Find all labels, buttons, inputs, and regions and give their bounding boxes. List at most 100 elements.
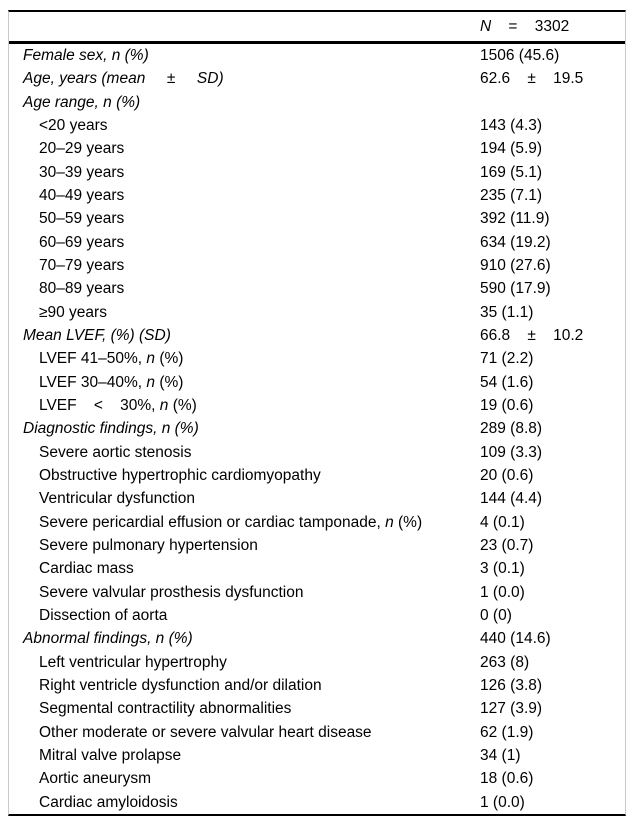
row-label: Severe aortic stenosis [9, 441, 480, 464]
table-row: <20 years 143 (4.3) [9, 114, 625, 137]
row-value: 34 (1) [480, 746, 521, 764]
patient-characteristics-table: N = 3302 Female sex, n (%) 1506 (45.6) A… [8, 10, 626, 816]
text-run: LVEF < 30%, [39, 396, 160, 414]
row-value: 143 (4.3) [480, 116, 543, 134]
row-label: Diagnostic findings, n (%) [9, 417, 480, 440]
table-row: Cardiac amyloidosis 1 (0.0) [9, 791, 625, 814]
text-run: (%) [155, 350, 184, 368]
row-value: 71 (2.2) [480, 350, 534, 368]
text-run: Segmental contractility abnormalities [39, 700, 292, 718]
text-run: Severe aortic stenosis [39, 443, 192, 461]
row-value: 20 (0.6) [480, 466, 534, 484]
text-run: 50–59 years [39, 210, 125, 228]
row-value: 23 (0.7) [480, 536, 534, 554]
row-value: 590 (17.9) [480, 280, 551, 298]
text-run: Age, years (mean ± SD) [23, 70, 224, 88]
row-value: 144 (4.4) [480, 490, 543, 508]
table-row: Severe pulmonary hypertension 23 (0.7) [9, 534, 625, 557]
table-row: Age range, n (%) [9, 91, 625, 114]
row-value: 392 (11.9) [480, 210, 550, 228]
row-label: Severe pericardial effusion or cardiac t… [9, 511, 480, 534]
row-label: Dissection of aorta [9, 604, 480, 627]
table-row: 60–69 years 634 (19.2) [9, 231, 625, 254]
text-run: n [146, 373, 156, 391]
row-value: 62 (1.9) [480, 723, 534, 741]
table-row: Left ventricular hypertrophy 263 (8) [9, 651, 625, 674]
text-run: Severe pericardial effusion or cardiac t… [39, 513, 386, 531]
text-run: Dissection of aorta [39, 606, 168, 624]
row-value: 35 (1.1) [480, 303, 534, 321]
row-label: LVEF 41–50%, n (%) [9, 347, 480, 370]
row-label: Mitral valve prolapse [9, 744, 480, 767]
row-label: ≥90 years [9, 301, 480, 324]
table-row: Age, years (mean ± SD) 62.6 ± 19.5 [9, 67, 625, 90]
row-value: 3 (0.1) [480, 560, 525, 578]
text-run: Female sex, n (%) [23, 47, 149, 64]
row-value: 109 (3.3) [480, 443, 543, 461]
table-row: 80–89 years 590 (17.9) [9, 277, 625, 300]
table-row: 40–49 years 235 (7.1) [9, 184, 625, 207]
row-value: 1 (0.0) [480, 793, 525, 811]
table-row: LVEF 41–50%, n (%) 71 (2.2) [9, 347, 625, 370]
row-label: Severe pulmonary hypertension [9, 534, 480, 557]
table-row: LVEF < 30%, n (%) 19 (0.6) [9, 394, 625, 417]
text-run: Cardiac amyloidosis [39, 793, 178, 811]
table-row: Cardiac mass 3 (0.1) [9, 557, 625, 580]
row-value: 910 (27.6) [480, 256, 551, 274]
header-n-value: N = 3302 [480, 18, 625, 36]
row-value: 1 (0.0) [480, 583, 525, 601]
text-run: (%) [168, 396, 197, 414]
row-value: 1506 (45.6) [480, 47, 560, 64]
text-run: Age range, n (%) [23, 93, 141, 111]
text-run: n [385, 513, 394, 531]
row-label: 30–39 years [9, 161, 480, 184]
text-run: (%) [155, 373, 184, 391]
table-row: LVEF 30–40%, n (%) 54 (1.6) [9, 371, 625, 394]
row-value: 235 (7.1) [480, 186, 543, 204]
row-label: LVEF < 30%, n (%) [9, 394, 480, 417]
row-value: 194 (5.9) [480, 140, 543, 158]
text-run: Severe valvular prosthesis dysfunction [39, 583, 304, 601]
text-run: ≥90 years [39, 303, 107, 321]
text-run: Diagnostic findings, n (%) [23, 420, 199, 438]
text-run: n [146, 350, 156, 368]
text-run: Cardiac mass [39, 560, 134, 578]
row-value: 289 (8.8) [480, 420, 543, 438]
text-run: 40–49 years [39, 186, 125, 204]
table-row: Other moderate or severe valvular heart … [9, 721, 625, 744]
text-run: 80–89 years [39, 280, 125, 298]
row-value: 54 (1.6) [480, 373, 534, 391]
row-label: Right ventricle dysfunction and/or dilat… [9, 674, 480, 697]
text-run: (%) [393, 513, 423, 531]
row-value: 169 (5.1) [480, 163, 543, 181]
row-value: 127 (3.9) [480, 700, 543, 718]
table-row: Dissection of aorta 0 (0) [9, 604, 625, 627]
row-label: <20 years [9, 114, 480, 137]
text-run: Left ventricular hypertrophy [39, 653, 227, 671]
text-run: 60–69 years [39, 233, 125, 251]
row-value: 440 (14.6) [480, 630, 551, 648]
table-row: Obstructive hypertrophic cardiomyopathy … [9, 464, 625, 487]
table-row: Aortic aneurysm 18 (0.6) [9, 767, 625, 790]
row-label: Severe valvular prosthesis dysfunction [9, 581, 480, 604]
row-value: 126 (3.8) [480, 676, 543, 694]
text-run: LVEF 41–50%, [39, 350, 147, 368]
row-label: Age, years (mean ± SD) [9, 67, 480, 90]
row-label: Age range, n (%) [9, 91, 480, 114]
row-label: 40–49 years [9, 184, 480, 207]
table-row: ≥90 years 35 (1.1) [9, 301, 625, 324]
row-value: 634 (19.2) [480, 233, 551, 251]
row-label: 60–69 years [9, 231, 480, 254]
table-row: Diagnostic findings, n (%) 289 (8.8) [9, 417, 625, 440]
text-run: 70–79 years [39, 256, 125, 274]
text-run: Obstructive hypertrophic cardiomyopathy [39, 466, 321, 484]
table-header-row: N = 3302 [9, 12, 625, 41]
table-row: Severe valvular prosthesis dysfunction 1… [9, 581, 625, 604]
table-row: Segmental contractility abnormalities 12… [9, 697, 625, 720]
row-label: Ventricular dysfunction [9, 487, 480, 510]
header-rule [9, 41, 625, 44]
row-label: Segmental contractility abnormalities [9, 697, 480, 720]
row-label: Cardiac mass [9, 557, 480, 580]
text-run: Ventricular dysfunction [39, 490, 195, 508]
